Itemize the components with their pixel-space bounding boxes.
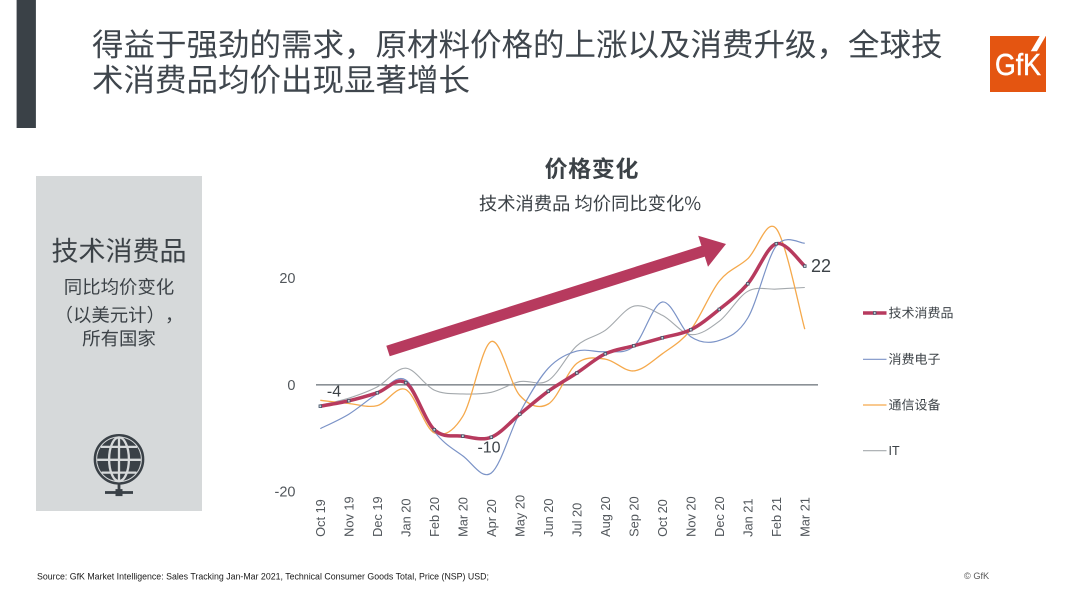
svg-text:Aug 20: Aug 20 xyxy=(598,496,613,537)
svg-text:-4: -4 xyxy=(327,383,341,400)
svg-text:Feb 21: Feb 21 xyxy=(769,497,784,537)
svg-text:Apr 20: Apr 20 xyxy=(484,499,499,537)
svg-text:22: 22 xyxy=(811,256,831,276)
svg-text:Jul 20: Jul 20 xyxy=(569,503,584,537)
svg-text:-20: -20 xyxy=(275,484,296,500)
svg-text:Source: GfK Market Intelligenc: Source: GfK Market Intelligence: Sales T… xyxy=(37,572,489,582)
svg-text:GfK: GfK xyxy=(995,47,1041,82)
svg-text:Feb 20: Feb 20 xyxy=(427,497,442,537)
svg-text:© GfK: © GfK xyxy=(964,571,990,581)
svg-text:Dec 20: Dec 20 xyxy=(712,496,727,537)
svg-text:Jun 20: Jun 20 xyxy=(541,498,556,536)
svg-text:Mar 21: Mar 21 xyxy=(797,497,812,537)
svg-text:IT: IT xyxy=(889,444,900,458)
svg-text:Jan 21: Jan 21 xyxy=(740,498,755,536)
svg-text:Sep 20: Sep 20 xyxy=(626,496,641,537)
svg-text:Nov 19: Nov 19 xyxy=(341,496,356,537)
svg-text:-10: -10 xyxy=(477,440,500,457)
svg-text:May 20: May 20 xyxy=(512,495,527,537)
svg-text:Mar 20: Mar 20 xyxy=(455,497,470,537)
svg-text:20: 20 xyxy=(279,271,295,287)
svg-text:Oct 20: Oct 20 xyxy=(655,499,670,537)
svg-text:0: 0 xyxy=(287,378,295,394)
svg-text:Jan 20: Jan 20 xyxy=(398,498,413,536)
svg-text:Dec 19: Dec 19 xyxy=(370,496,385,537)
svg-text:Oct 19: Oct 19 xyxy=(313,499,328,537)
svg-text:Nov 20: Nov 20 xyxy=(683,496,698,537)
